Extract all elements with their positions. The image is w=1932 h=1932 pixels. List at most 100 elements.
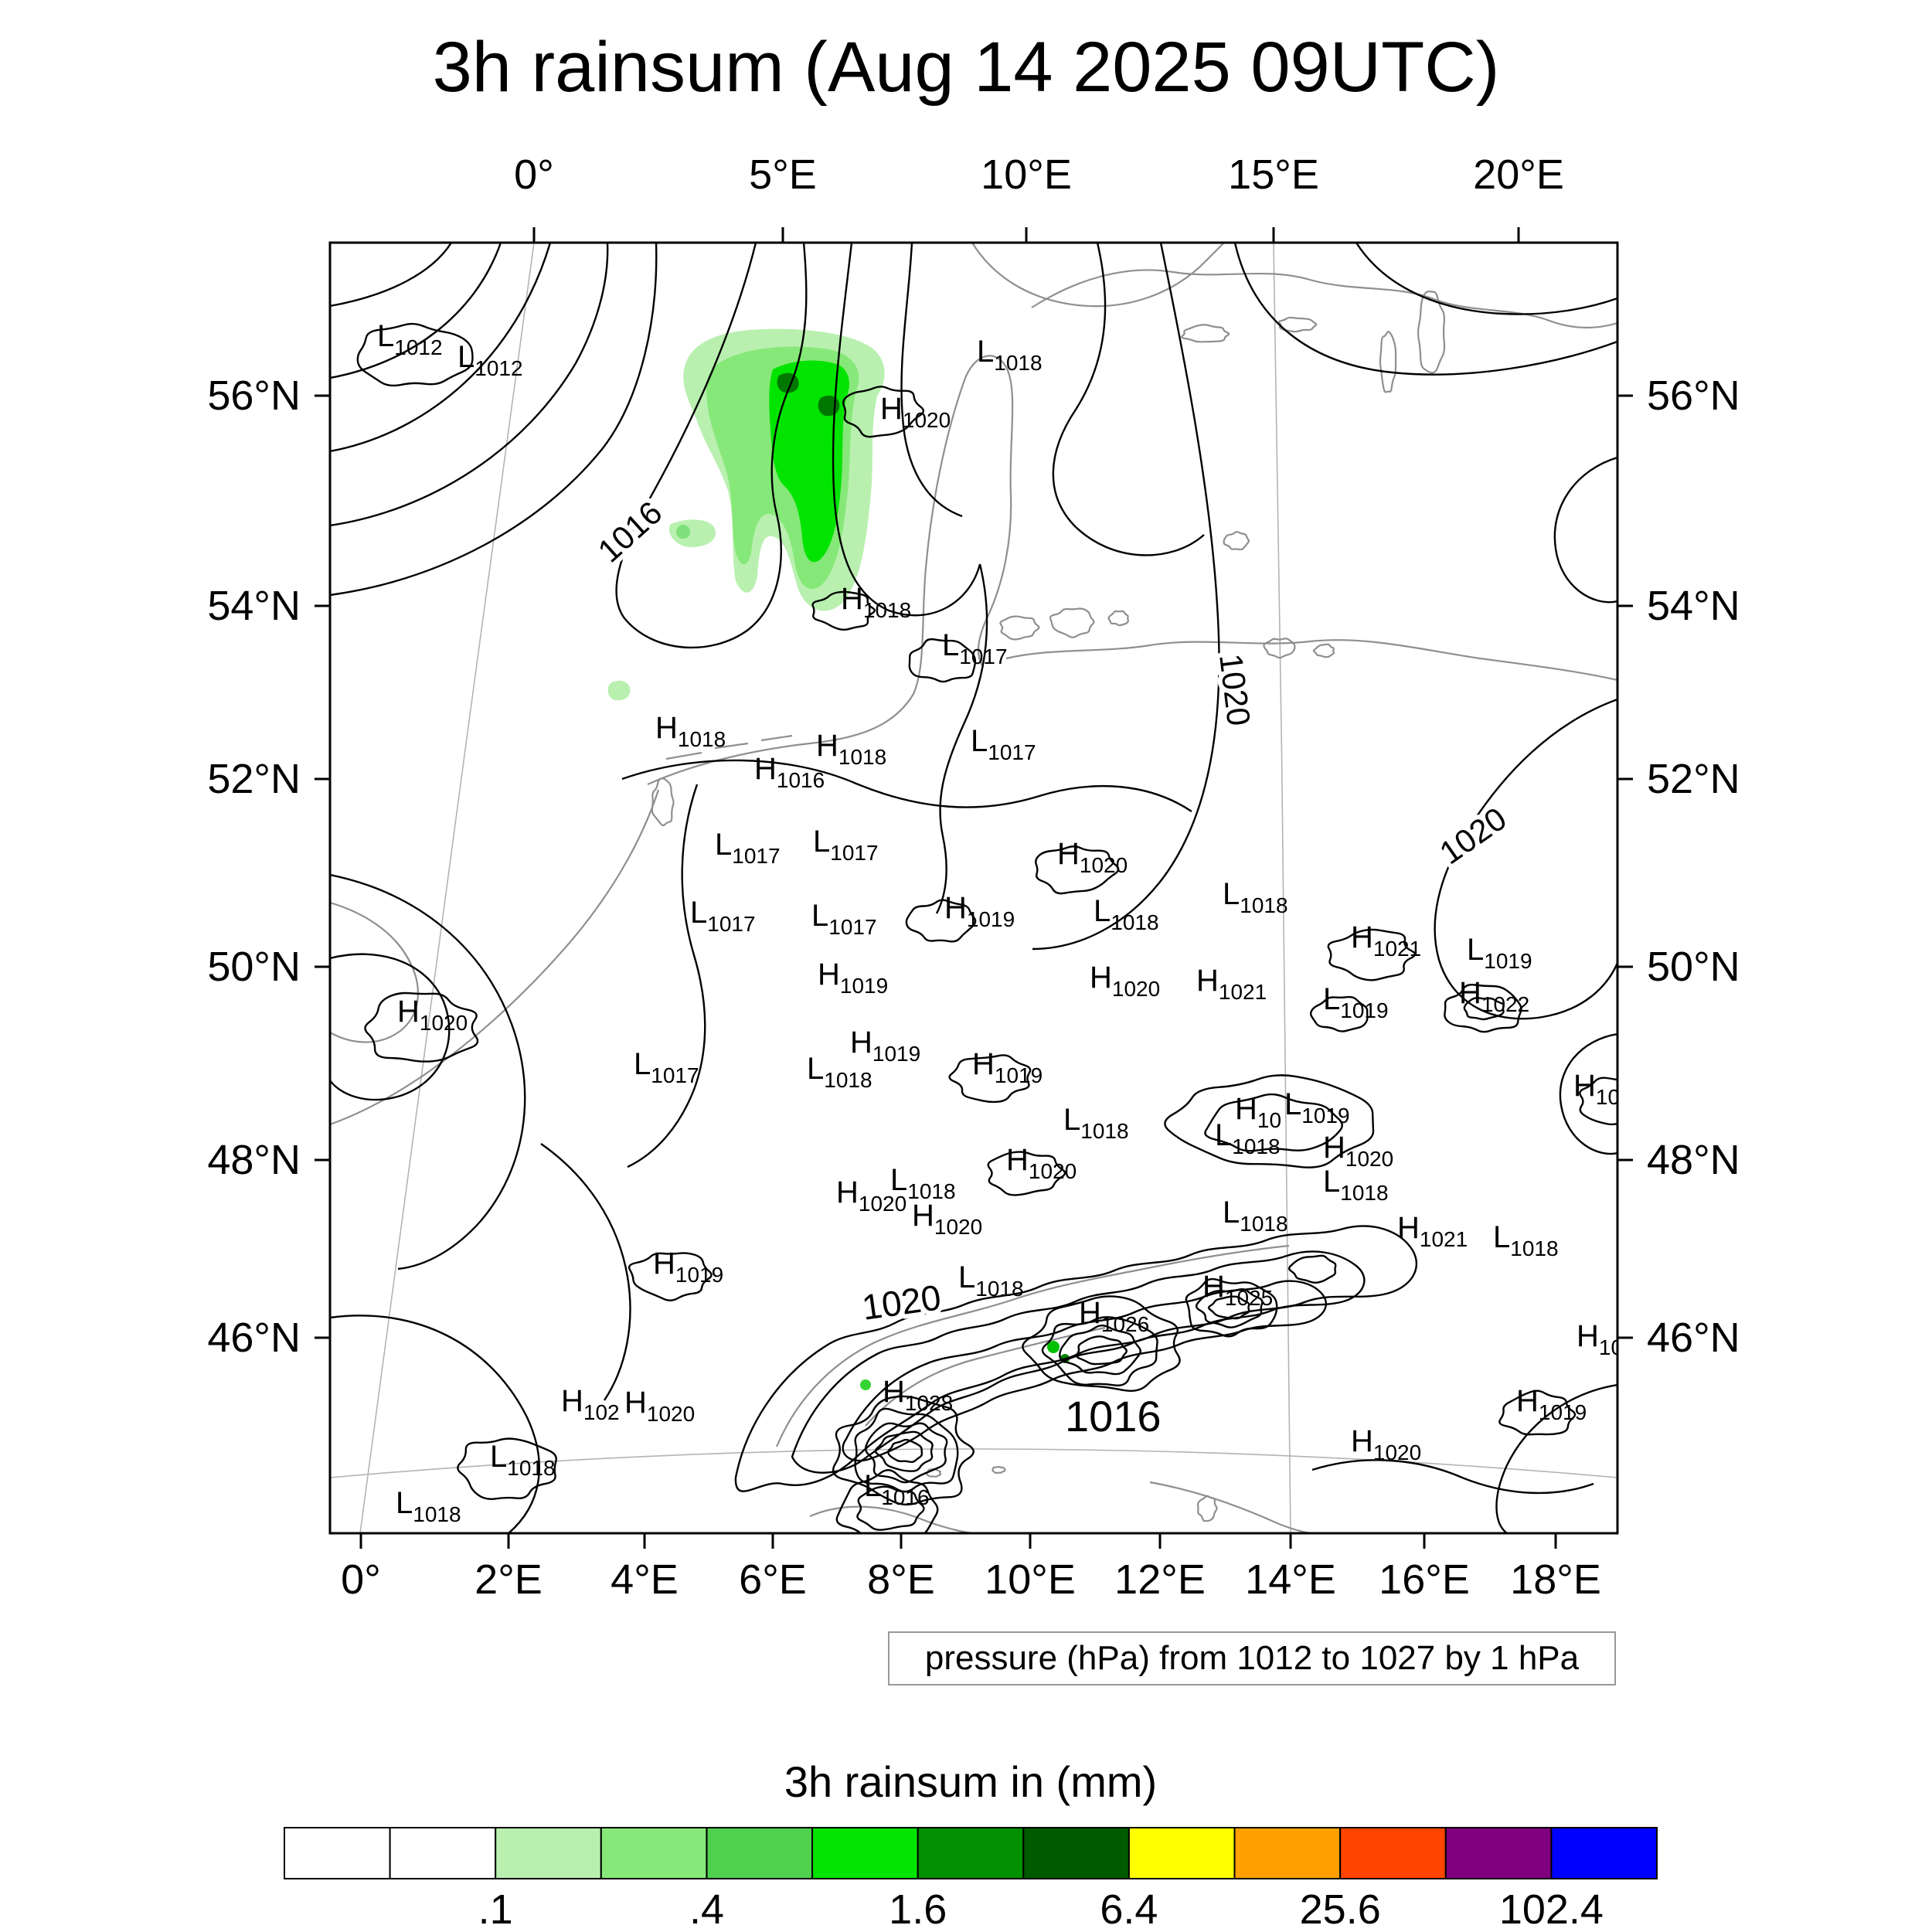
pressure-contour-loop — [364, 992, 479, 1063]
pressure-center-label: H1020 — [1090, 961, 1160, 1001]
coastline — [760, 734, 793, 742]
graticule-line — [1273, 243, 1291, 1533]
pressure-contour — [1052, 243, 1205, 556]
colorbar-cell — [284, 1827, 391, 1879]
pressure-contour-loop — [457, 1437, 557, 1500]
pressure-contour-loop — [854, 1407, 959, 1493]
pressure-contour-loop — [1059, 1325, 1141, 1376]
page-title: 3h rainsum (Aug 14 2025 09UTC) — [433, 28, 1500, 107]
pressure-contour-loop — [1195, 1288, 1264, 1328]
axis-label: 54°N — [207, 583, 301, 629]
axis-label: 10°E — [985, 1556, 1076, 1603]
rain-patch — [818, 395, 840, 417]
coastline-island — [651, 777, 675, 827]
axis-ticks — [315, 227, 1633, 1549]
pressure-center-label: L1017 — [942, 628, 1008, 668]
coastline-island — [1223, 531, 1250, 551]
colorbar-label: 25.6 — [1300, 1886, 1381, 1932]
map-frame — [328, 241, 1619, 1535]
pressure-contour-loop — [1204, 1093, 1343, 1152]
pressure-contour-loop — [1579, 1077, 1617, 1126]
axis-label: 56°N — [1647, 372, 1740, 419]
axis-label: 48°N — [1647, 1137, 1740, 1183]
pressure-contour — [842, 1280, 1328, 1462]
pressure-center-label: H1025 — [1202, 1270, 1273, 1310]
pressure-center-label: H1020 — [1323, 1131, 1393, 1171]
axis-label: 16°E — [1379, 1556, 1470, 1603]
pressure-contour — [615, 243, 808, 649]
pressure-contour-loop — [842, 386, 925, 438]
pressure-center-label: L1018 — [1223, 1196, 1288, 1236]
pressure-contour — [627, 784, 706, 1168]
axis-label: 6°E — [739, 1556, 807, 1603]
pressure-center-label: L1012 — [457, 340, 523, 380]
pressure-contour — [621, 759, 1192, 812]
graticule-line — [359, 243, 535, 1533]
pressure-center-label: H1020 — [836, 1175, 906, 1216]
rain-patch — [607, 680, 631, 701]
axis-label: 52°N — [1647, 756, 1740, 802]
colorbar-cell — [389, 1827, 497, 1879]
pressure-contour — [1355, 243, 1617, 315]
pressure-center-label: L1018 — [1323, 1165, 1389, 1205]
coastline — [1031, 269, 1617, 329]
axis-label: 48°N — [207, 1137, 301, 1183]
pressure-contour-loop — [1327, 928, 1417, 981]
pressure-center-label: L1018 — [1063, 1103, 1129, 1143]
pressure-center-label: L1018 — [1223, 877, 1288, 917]
rain-patch — [676, 525, 690, 539]
axis-label: 46°N — [207, 1315, 301, 1361]
pressure-center-label: L1019 — [1467, 933, 1532, 973]
pressure-center-label: H1019 — [653, 1247, 723, 1287]
pressure-contour-loop — [1035, 845, 1120, 895]
rain-patch — [1047, 1341, 1060, 1353]
pressure-center-label: L1019 — [1323, 982, 1389, 1022]
axis-label: 50°N — [1647, 944, 1740, 990]
pressure-contour-loop — [987, 1151, 1066, 1196]
pressure-contour-loop — [1185, 1277, 1278, 1338]
coastlines — [330, 243, 1617, 1533]
axis-label: 18°E — [1510, 1556, 1601, 1603]
pressure-contour-loop — [1463, 997, 1505, 1021]
pressure-center-label: H10 — [1573, 1069, 1620, 1109]
coastline-island — [1196, 1495, 1218, 1522]
coastline — [971, 243, 1225, 308]
pressure-center-label: H1020 — [880, 392, 951, 432]
pressure-center-label: L1012 — [377, 319, 443, 359]
pressure-contour-loop — [908, 638, 977, 683]
pressure-center-label: H1020 — [397, 995, 468, 1035]
colorbar-cell — [495, 1827, 602, 1879]
pressure-center-label: H1020 — [1057, 837, 1128, 877]
coastline — [330, 789, 660, 1126]
pressure-contour — [935, 563, 988, 914]
axis-label: 10°E — [981, 151, 1072, 198]
axis-label: 50°N — [207, 944, 301, 990]
pressure-contour-loop — [1444, 984, 1522, 1033]
axis-label: 54°N — [1647, 583, 1740, 629]
pressure-contour-loop — [832, 1395, 975, 1506]
coastline — [665, 751, 702, 760]
pressure-contour — [1553, 456, 1617, 604]
axis-label: 5°E — [749, 151, 817, 198]
pressure-contour — [734, 1225, 1417, 1492]
pressure-contour — [540, 1143, 631, 1401]
pressure-center-label: H1020 — [624, 1386, 695, 1426]
pressure-center-label: H1020 — [912, 1199, 982, 1239]
coastline — [775, 1244, 1290, 1447]
pressure-center-label: L1018 — [1094, 894, 1159, 934]
contour-value-label: 1016 — [1065, 1392, 1162, 1440]
coastline-island — [992, 1465, 1006, 1475]
pressure-contour — [1434, 698, 1617, 1020]
colorbar-cell — [1444, 1827, 1553, 1879]
coastline-island — [1181, 324, 1230, 343]
pressure-contour-loop — [1022, 1295, 1181, 1392]
pressure-contour — [900, 243, 963, 518]
pressure-center-label: H1019 — [818, 957, 888, 998]
pressure-center-label: L1018 — [977, 335, 1043, 375]
pressure-contours — [330, 243, 1617, 1533]
pressure-center-label: H1020 — [1006, 1143, 1077, 1183]
pressure-contour — [1495, 1383, 1617, 1533]
axis-label: 46°N — [1647, 1315, 1740, 1361]
pressure-center-label: L1018 — [890, 1163, 956, 1203]
